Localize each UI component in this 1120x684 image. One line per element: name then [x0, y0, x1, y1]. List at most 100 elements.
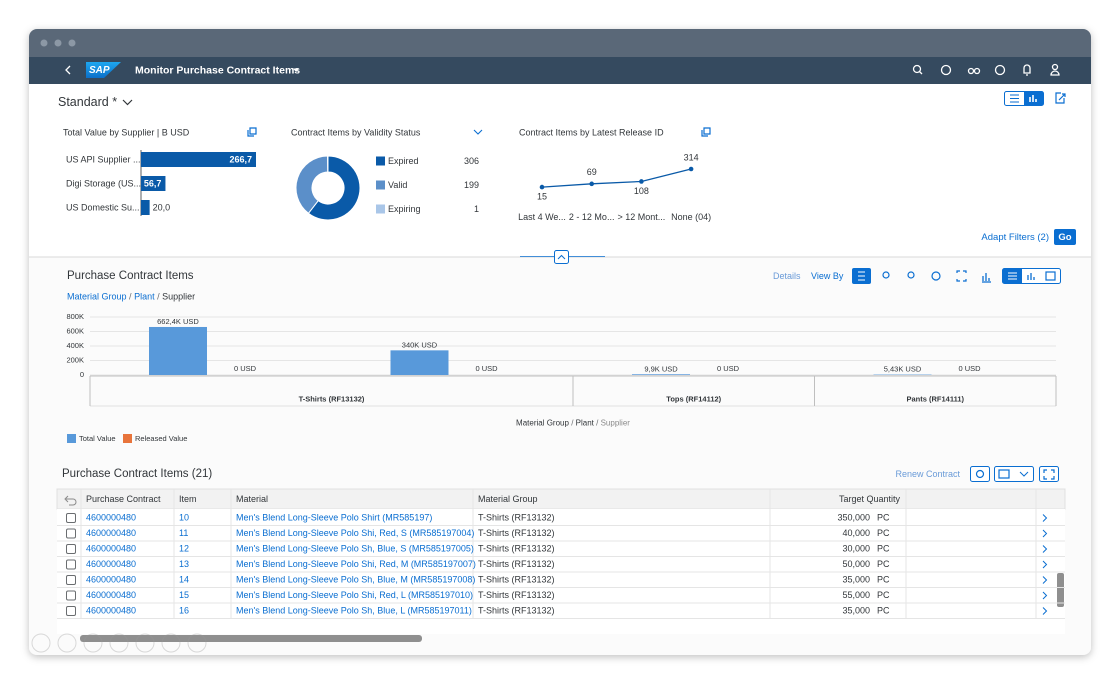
row-checkbox[interactable] [66, 606, 76, 616]
title-dropdown[interactable] [293, 68, 299, 73]
binocular-icon[interactable] [967, 67, 975, 75]
contract-link[interactable]: 4600000480 [86, 590, 136, 600]
legend-label[interactable]: Total Value [79, 434, 116, 443]
chart-type[interactable] [982, 273, 991, 283]
go-button[interactable] [1054, 229, 1076, 245]
v-scrollbar[interactable] [1057, 573, 1064, 607]
tool-circle[interactable] [83, 633, 103, 653]
legend-value: 306 [464, 156, 479, 166]
row-checkbox[interactable] [66, 544, 76, 554]
item-link[interactable]: 16 [179, 605, 189, 615]
contract-link[interactable]: 4600000480 [86, 605, 136, 615]
settings[interactable] [931, 271, 941, 281]
material-link[interactable]: Men's Blend Long-Sleeve Polo Sh, Blue, L… [236, 605, 472, 615]
sap-logo[interactable] [86, 62, 121, 78]
row-checkbox[interactable] [66, 559, 76, 570]
share-icon[interactable] [1055, 92, 1066, 104]
row-nav[interactable] [1042, 560, 1048, 569]
item-link[interactable]: 10 [179, 512, 189, 522]
tool-circle[interactable] [135, 633, 155, 653]
breadcrumb-separator: / [129, 292, 132, 302]
contract-link[interactable]: 4600000480 [86, 574, 136, 584]
row-nav[interactable] [1042, 607, 1048, 615]
bell-icon[interactable] [1023, 64, 1031, 76]
row-nav[interactable] [1042, 529, 1048, 538]
app-title[interactable]: Monitor Purchase Contract Items [135, 64, 300, 76]
user-icon[interactable] [1051, 63, 1059, 71]
window-dot[interactable] [54, 39, 62, 47]
back-button[interactable] [65, 65, 71, 75]
card-title[interactable]: Contract Items by Validity Status [291, 127, 421, 137]
total-bar [149, 326, 207, 375]
material-link[interactable]: Men's Blend Long-Sleeve Polo Shi, Red, S… [236, 528, 474, 538]
breadcrumb-item[interactable]: Plant [134, 292, 155, 302]
item-link[interactable]: 13 [179, 559, 189, 569]
export-button[interactable] [994, 466, 1034, 482]
material-link[interactable]: Men's Blend Long-Sleeve Polo Sh, Blue, M… [236, 574, 475, 584]
collapse-button[interactable] [554, 250, 569, 264]
variant-chevron[interactable] [122, 99, 133, 106]
material-link[interactable]: Men's Blend Long-Sleeve Polo Shirt (MR58… [236, 512, 432, 522]
variant-name[interactable]: Standard * [58, 95, 117, 109]
material-link[interactable]: Men's Blend Long-Sleeve Polo Shi, Red, M… [236, 559, 476, 569]
bar-label: US API Supplier ... [66, 154, 141, 164]
breadcrumb-item[interactable]: Material Group [67, 292, 127, 302]
tool-circle[interactable] [57, 633, 77, 653]
bar-value: 5,43K USD [884, 365, 922, 374]
row-checkbox[interactable] [66, 575, 76, 585]
tool-circle[interactable] [31, 633, 51, 653]
item-link[interactable]: 11 [179, 528, 188, 538]
card-open-icon[interactable] [247, 127, 257, 137]
tool-circle[interactable] [187, 633, 207, 653]
card-dropdown[interactable] [473, 129, 483, 135]
zoom-in[interactable] [882, 271, 890, 279]
undo-icon[interactable] [64, 495, 77, 506]
row-nav[interactable] [1042, 514, 1048, 522]
help-icon[interactable] [994, 64, 1006, 76]
bar-value: 20,0 [153, 202, 171, 212]
item-link[interactable]: 12 [179, 543, 189, 553]
details-button[interactable]: Details [773, 271, 801, 281]
fullscreen[interactable] [956, 270, 967, 282]
card-title[interactable]: Total Value by Supplier | B USD [63, 127, 190, 137]
material-link[interactable]: Men's Blend Long-Sleeve Polo Shi, Red, L… [236, 590, 473, 600]
column-header[interactable]: Material Group [478, 494, 538, 504]
row-checkbox[interactable] [66, 528, 76, 539]
row-nav[interactable] [1042, 591, 1048, 600]
card-title[interactable]: Contract Items by Latest Release ID [519, 127, 664, 137]
item-link[interactable]: 14 [179, 574, 189, 584]
contract-link[interactable]: 4600000480 [86, 559, 136, 569]
window-dot[interactable] [68, 39, 76, 47]
table-settings[interactable] [970, 466, 990, 482]
card-open-icon[interactable] [701, 127, 711, 137]
row-nav[interactable] [1042, 576, 1048, 584]
tool-circle[interactable] [109, 633, 129, 653]
column-header[interactable]: Item [179, 494, 197, 504]
table-fullscreen[interactable] [1039, 466, 1059, 482]
material-link[interactable]: Men's Blend Long-Sleeve Polo Sh, Blue, S… [236, 543, 474, 553]
export-dropdown[interactable] [1019, 471, 1029, 477]
renew-contract[interactable]: Renew Contract [895, 469, 960, 479]
search-icon[interactable] [912, 64, 922, 74]
legend-label[interactable]: Released Value [135, 434, 187, 443]
window-dot[interactable] [40, 39, 48, 47]
item-link[interactable]: 15 [179, 590, 189, 600]
h-scrollbar[interactable] [80, 635, 422, 642]
legend-swatch [376, 156, 385, 166]
tool-circle[interactable] [161, 633, 181, 653]
row-checkbox[interactable] [66, 590, 76, 601]
row-checkbox[interactable] [66, 513, 76, 523]
zoom-out[interactable] [907, 271, 915, 279]
bar [141, 200, 150, 215]
column-header[interactable]: Material [236, 494, 268, 504]
copilot-icon[interactable] [940, 64, 952, 76]
column-header[interactable]: Target Quantity [839, 494, 901, 504]
adapt-filters[interactable]: Adapt Filters (2) [981, 232, 1049, 243]
line-point [639, 179, 644, 184]
column-header[interactable]: Purchase Contract [86, 494, 161, 504]
contract-link[interactable]: 4600000480 [86, 543, 136, 553]
view-by-button[interactable]: View By [811, 271, 844, 281]
row-nav[interactable] [1042, 545, 1048, 553]
contract-link[interactable]: 4600000480 [86, 528, 136, 538]
contract-link[interactable]: 4600000480 [86, 512, 136, 522]
